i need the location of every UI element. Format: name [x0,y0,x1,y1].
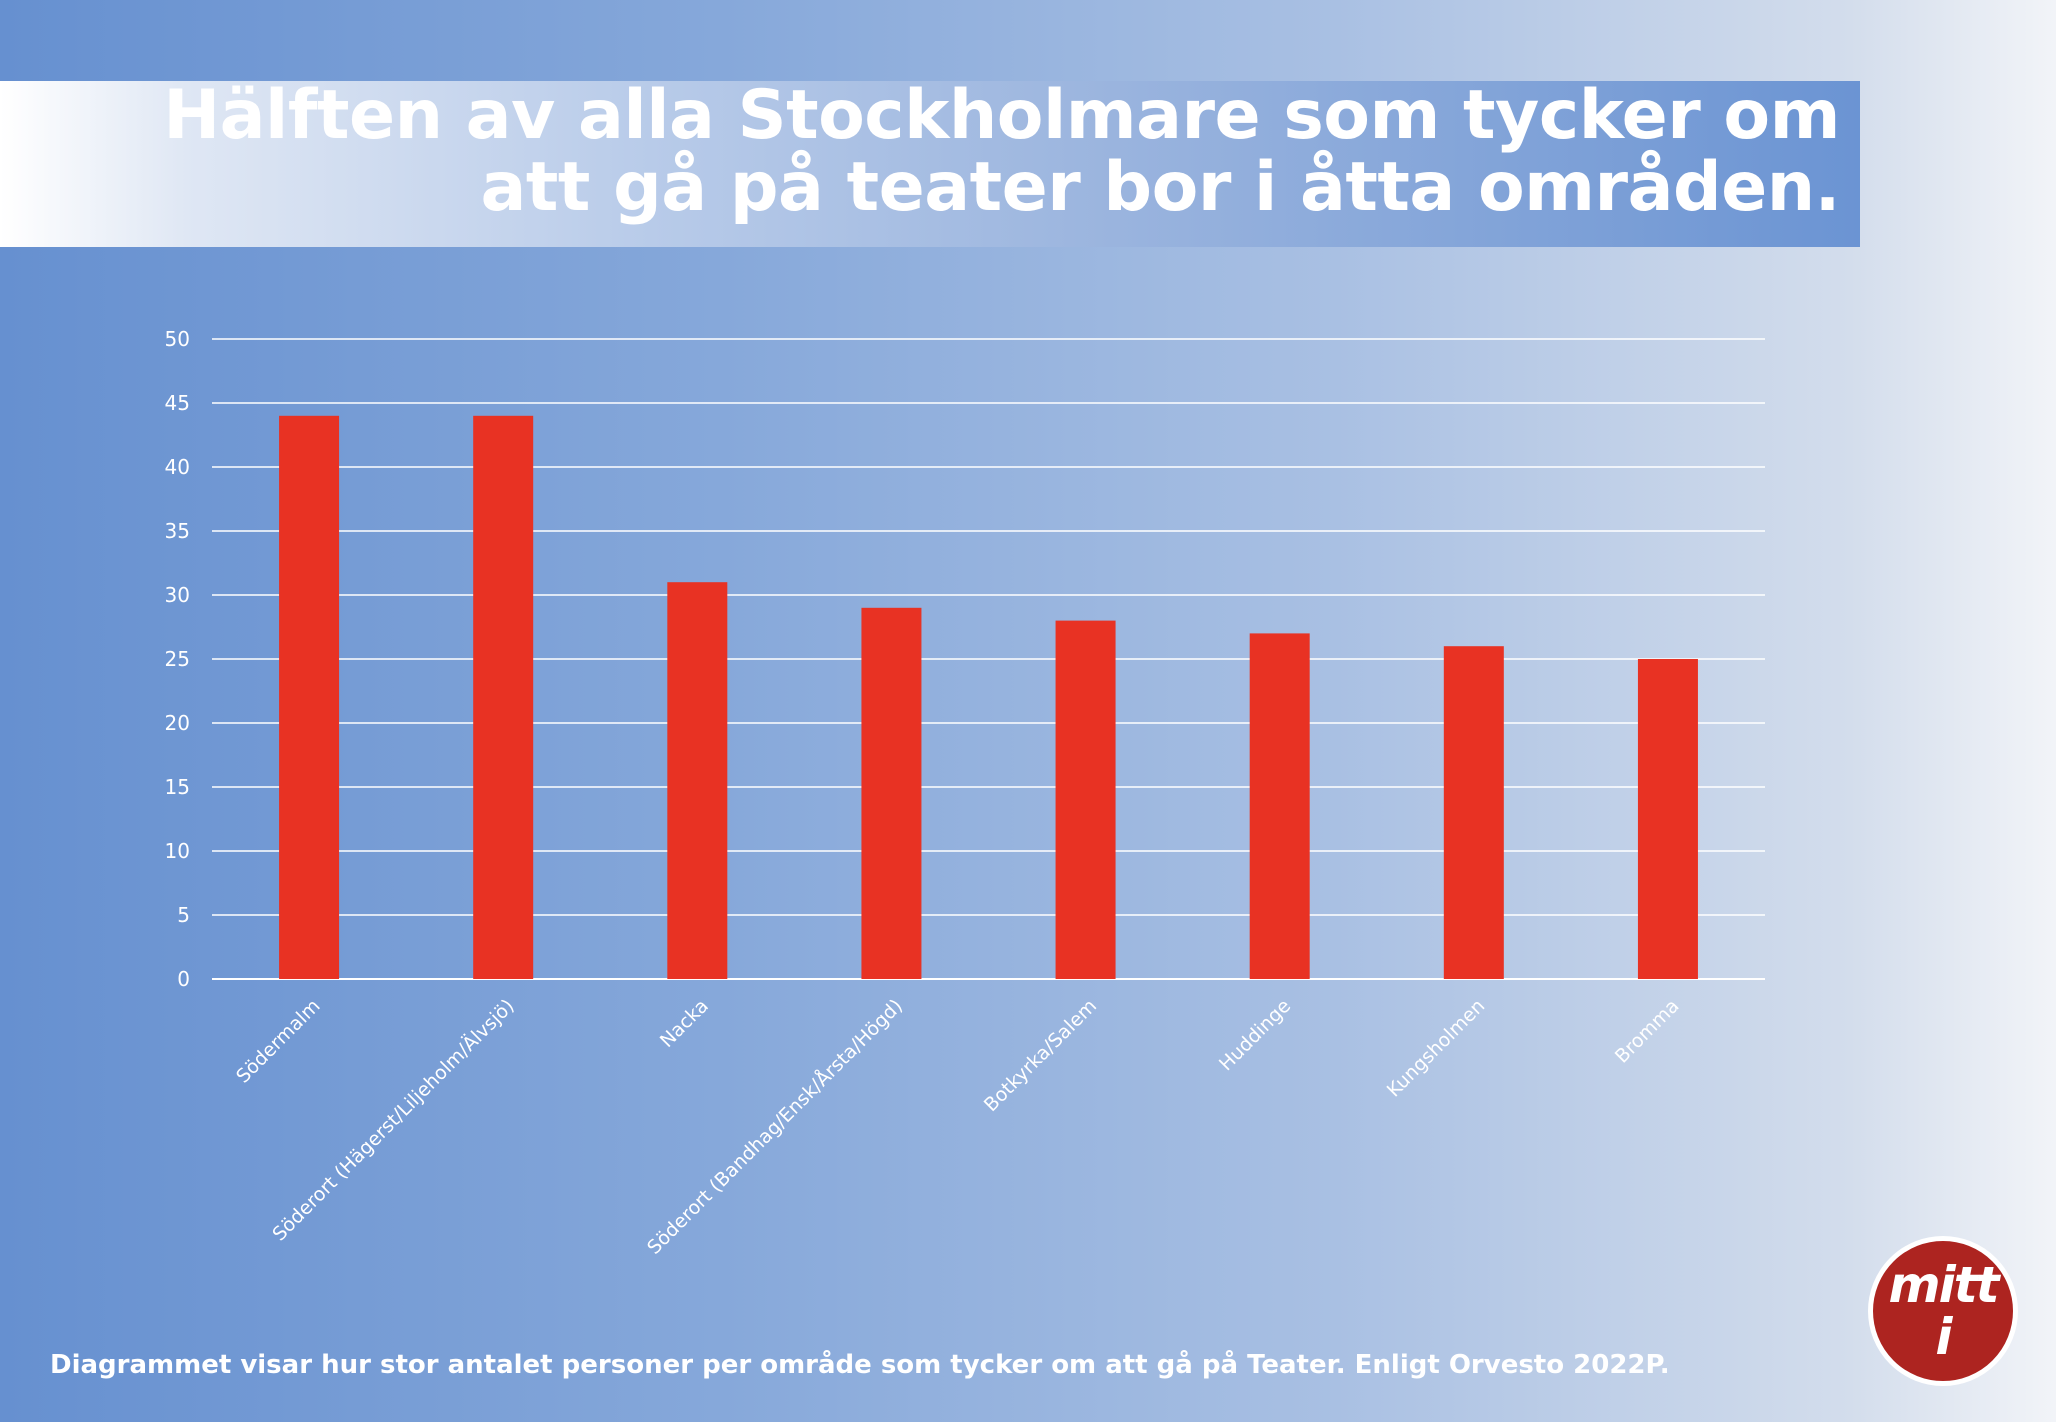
bar [279,415,340,979]
bar [1443,646,1504,979]
bars [279,415,1698,979]
bar [1249,633,1310,979]
x-tick-label: Kungsholmen [1383,995,1490,1102]
title-band [0,81,1860,247]
y-tick-label: 40 [165,455,190,479]
x-tick-label: Södermalm [232,995,325,1088]
y-tick-label: 45 [165,391,190,415]
x-tick-label: Nacka [656,995,713,1052]
x-tick-label: Söderort (Hägerst/Liljeholm/Älvsjö) [268,994,519,1245]
y-tick-label: 10 [165,839,190,863]
mitti-logo: mitt i [1868,1236,2018,1386]
gridlines [212,338,1765,980]
y-tick-label: 15 [165,775,190,799]
y-tick-label: 50 [165,327,190,351]
y-tick-label: 5 [177,903,190,927]
chart-title: Hälften av alla Stockholmare som tycker … [163,76,1840,227]
logo-text: mitt i [1888,1256,1999,1366]
y-tick-label: 30 [165,583,190,607]
bar [1055,620,1116,979]
y-tick-label: 0 [177,967,190,991]
chart-caption: Diagrammet visar hur stor antalet person… [50,1350,1670,1380]
bar [473,415,534,979]
x-tick-label: Botkyrka/Salem [980,995,1101,1116]
y-tick-label: 20 [165,711,190,735]
y-axis-ticks: 0 5 10 15 20 25 30 35 40 45 50 [165,327,190,991]
x-tick-label: Bromma [1611,995,1684,1068]
x-tick-label: Huddinge [1215,995,1295,1075]
bar [861,607,922,979]
y-tick-label: 25 [165,647,190,671]
bar [1637,659,1698,979]
y-tick-label: 35 [165,519,190,543]
bar [667,582,728,979]
